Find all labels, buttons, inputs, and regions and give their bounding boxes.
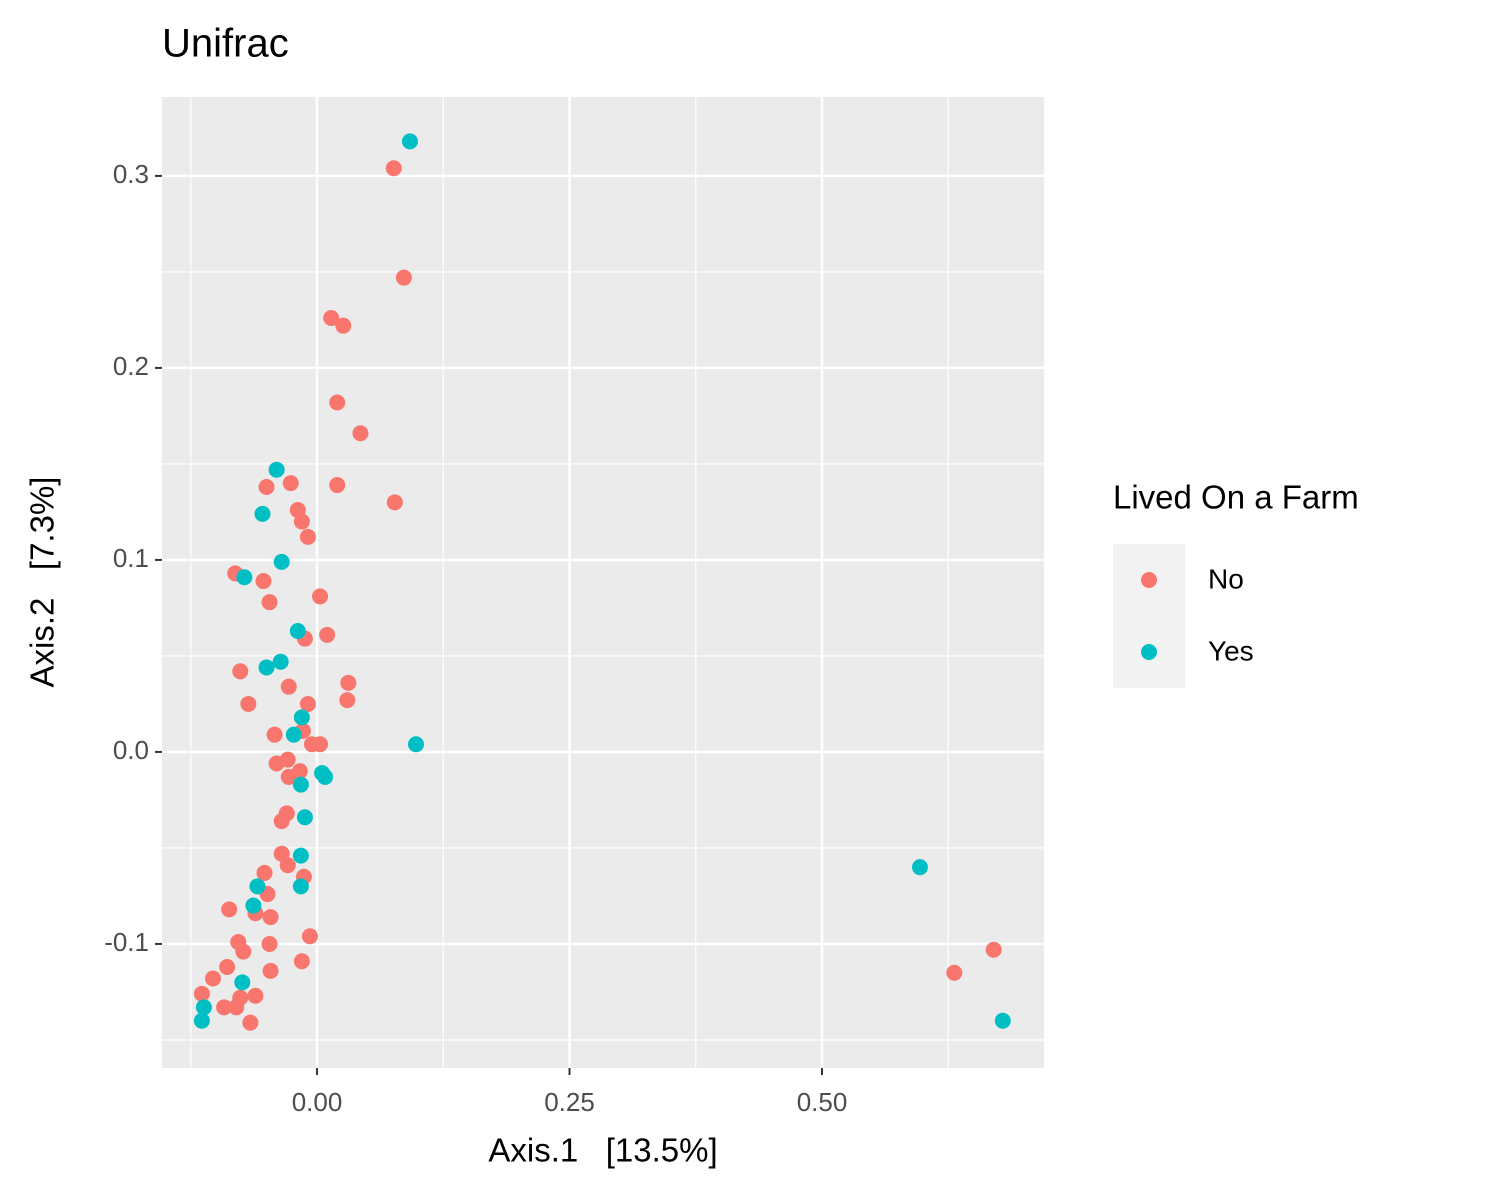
grid [162,97,1044,1068]
point [240,695,257,712]
point [386,494,403,511]
point [216,999,233,1016]
point [312,588,329,605]
chart-title: Unifrac [162,22,289,66]
point [258,478,275,495]
point [219,959,236,976]
y-tick-label: 0.0 [113,735,149,765]
point [268,461,285,478]
point [256,864,273,881]
legend-key-background [1113,544,1185,688]
point [254,505,271,522]
point [255,573,272,590]
point [293,513,310,530]
point [242,1014,259,1031]
point [221,901,238,918]
point [329,394,346,411]
point [258,659,275,676]
point [292,776,309,793]
point [985,941,1002,958]
y-tick-label: 0.2 [113,351,149,381]
point [292,878,309,895]
point [232,663,249,680]
point [323,310,340,327]
legend-key [1141,572,1157,588]
point [296,809,313,826]
point [335,317,352,334]
point [319,626,336,643]
point [262,962,279,979]
point [262,909,279,926]
point [401,133,418,150]
x-axis-title: Axis.1 [13.5%] [488,1132,717,1169]
x-tick-label: 0.00 [292,1087,343,1117]
point [291,763,308,780]
x-tick-label: 0.25 [544,1087,595,1117]
plot-panel [162,97,1044,1068]
legend-label: No [1208,563,1244,594]
point [193,1012,210,1029]
point [339,692,356,709]
point [293,953,310,970]
point [261,935,278,952]
point [395,269,412,286]
point [273,813,290,830]
y-tick-label: 0.1 [113,543,149,573]
point [408,736,425,753]
point [235,943,252,960]
point [299,528,316,545]
point [249,878,266,895]
point [293,709,310,726]
point [280,678,297,695]
point [273,553,290,570]
point [994,1012,1011,1029]
point [340,674,357,691]
legend-key [1141,644,1157,660]
point [236,569,253,586]
point [228,999,245,1016]
point [299,695,316,712]
point [279,751,296,768]
point [292,847,309,864]
y-axis-title: Axis.2 [7.3%] [24,477,61,688]
axes: 0.00 0.25 0.50 -0.1 0.0 0.1 0.2 0.3 [104,159,847,1117]
y-tick-label: 0.3 [113,159,149,189]
x-tick-label: 0.50 [797,1087,848,1117]
point [282,475,299,492]
point [193,985,210,1002]
legend-label: Yes [1208,635,1254,666]
point [329,477,346,494]
point [234,974,251,991]
point [205,970,222,987]
point [352,425,369,442]
y-tick-label: -0.1 [104,927,149,957]
point [301,928,318,945]
point [385,160,402,177]
point [946,964,963,981]
point [245,897,262,914]
point [266,726,283,743]
point [247,987,264,1004]
point [312,736,329,753]
point [279,857,296,874]
point [272,653,289,670]
point [317,768,334,785]
legend-title: Lived On a Farm [1113,479,1359,516]
point [261,594,278,611]
point [911,859,928,876]
point [285,726,302,743]
legend: Lived On a Farm No Yes [1113,479,1359,688]
point [195,999,212,1016]
point [289,622,306,639]
points [193,133,1011,1031]
